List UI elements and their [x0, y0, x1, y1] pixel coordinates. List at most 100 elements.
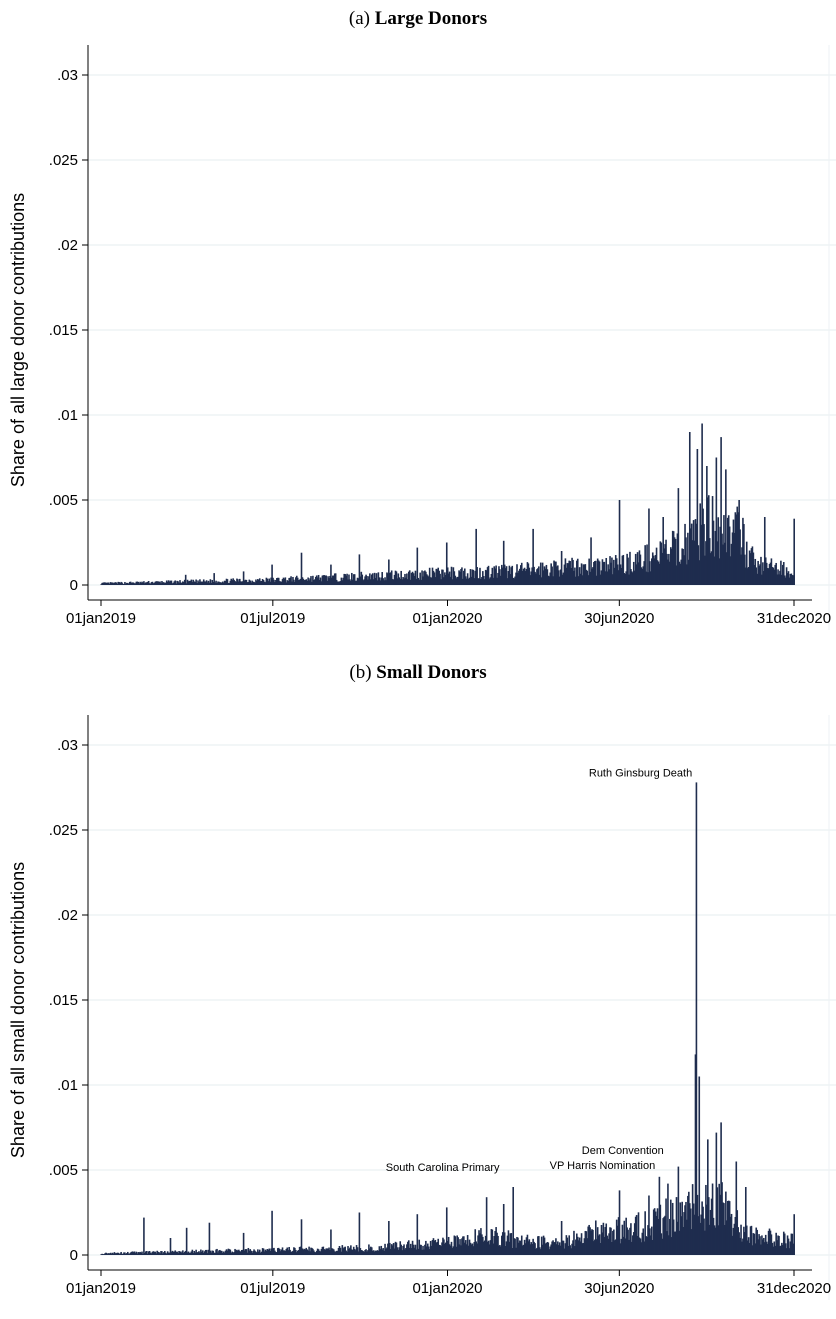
bar: [581, 575, 584, 585]
bar: [298, 1246, 301, 1255]
bar: [403, 1244, 405, 1255]
bar: [483, 579, 486, 585]
bar: [504, 1245, 507, 1255]
bar: [466, 1235, 469, 1255]
bar: [240, 581, 243, 585]
bar: [155, 1253, 158, 1255]
bar: [315, 575, 318, 585]
bar: [233, 579, 235, 585]
bar: [330, 1229, 332, 1255]
bar: [294, 1247, 296, 1255]
bar: [193, 1250, 196, 1255]
bar: [333, 573, 336, 585]
bar: [763, 1242, 766, 1255]
bar: [248, 1250, 251, 1255]
bar: [409, 579, 412, 585]
bar: [280, 1249, 283, 1255]
bar: [744, 1232, 746, 1255]
bar: [428, 1249, 431, 1255]
bar: [492, 577, 495, 585]
bar: [330, 564, 332, 585]
bar: [651, 1226, 653, 1255]
bar: [550, 1244, 552, 1255]
bar: [300, 552, 303, 585]
bar: [756, 1229, 758, 1255]
bar: [245, 579, 248, 585]
bar: [250, 582, 252, 585]
bar: [210, 582, 213, 585]
bar: [564, 1243, 567, 1255]
bar: [264, 1249, 267, 1255]
bar: [637, 562, 640, 585]
bar: [693, 540, 696, 585]
bar: [698, 560, 701, 585]
bar: [603, 561, 606, 585]
bar: [439, 1245, 441, 1255]
bar: [381, 572, 383, 585]
bar: [250, 1250, 252, 1255]
bar: [775, 1232, 777, 1255]
bar: [370, 574, 373, 585]
bar: [389, 572, 392, 585]
bar: [121, 582, 123, 585]
bar: [255, 579, 257, 585]
bar: [562, 1240, 565, 1255]
bar: [743, 524, 745, 585]
bar: [363, 579, 365, 585]
bar: [631, 1241, 633, 1255]
bar: [768, 1228, 771, 1255]
bar: [263, 581, 266, 585]
bar: [641, 568, 644, 585]
bar: [519, 568, 521, 585]
bar: [371, 573, 374, 585]
bar: [727, 515, 730, 585]
bar: [175, 1251, 177, 1255]
bar: [376, 580, 379, 585]
bar: [580, 563, 583, 585]
bar: [289, 577, 291, 585]
bar: [255, 1251, 257, 1255]
bar: [207, 580, 210, 585]
bar: [724, 542, 726, 585]
bar: [479, 1233, 481, 1255]
bar: [387, 573, 389, 585]
bar: [318, 1250, 321, 1255]
bar: [306, 580, 309, 585]
bar: [719, 526, 721, 585]
bar: [773, 1241, 776, 1255]
bar: [209, 579, 212, 585]
bar: [218, 581, 220, 585]
bar: [662, 517, 664, 585]
bar: [496, 577, 498, 585]
bar: [766, 1243, 769, 1255]
bar: [388, 1242, 391, 1255]
bar: [168, 1252, 171, 1255]
bar: [674, 1231, 677, 1255]
bar: [417, 577, 420, 585]
bar: [140, 582, 142, 585]
bar: [654, 555, 657, 585]
bar: [536, 569, 538, 585]
bar: [332, 575, 334, 585]
bar: [444, 1243, 446, 1255]
bar: [385, 580, 387, 585]
bar: [725, 552, 728, 585]
bar: [252, 1251, 254, 1255]
bar: [588, 558, 590, 585]
bar: [538, 1247, 541, 1255]
bar: [749, 1226, 752, 1255]
bar: [570, 567, 572, 585]
bar: [496, 1232, 498, 1255]
bar: [373, 1251, 376, 1255]
bar: [698, 1076, 701, 1255]
bar: [656, 560, 659, 585]
bar: [236, 1249, 238, 1255]
bar: [140, 1252, 142, 1255]
bar: [351, 1249, 353, 1255]
bar: [445, 542, 448, 585]
bar: [370, 1246, 372, 1255]
bar: [744, 554, 746, 585]
bar: [324, 1249, 327, 1255]
bar: [161, 581, 163, 585]
annotation-label: VP Harris Nomination: [550, 1160, 656, 1172]
